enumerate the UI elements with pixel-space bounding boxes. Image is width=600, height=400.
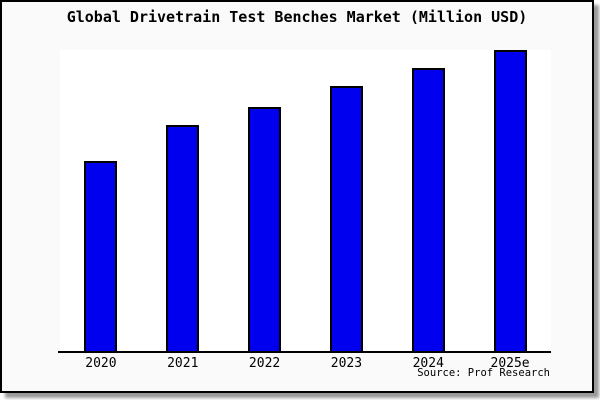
x-tick-label-2024: 2024 — [412, 356, 444, 371]
chart-card: Global Drivetrain Test Benches Market (M… — [0, 0, 594, 393]
bar-2020 — [84, 161, 118, 351]
x-axis-line — [58, 351, 551, 353]
bar-2025e — [493, 50, 527, 351]
source-note: Source: Prof Research — [417, 367, 550, 379]
bar-2021 — [166, 125, 200, 351]
x-tick-label-2025e: 2025e — [490, 356, 530, 371]
bar-2024 — [411, 68, 445, 351]
x-tick-label-2022: 2022 — [248, 356, 281, 371]
x-tick-label-2020: 2020 — [85, 356, 117, 371]
x-tick-label-2023: 2023 — [330, 356, 363, 371]
bar-2023 — [329, 86, 363, 351]
x-tick-label-2021: 2021 — [167, 356, 199, 371]
plot-area — [60, 50, 551, 351]
bar-2022 — [248, 107, 282, 351]
chart-title: Global Drivetrain Test Benches Market (M… — [66, 8, 528, 26]
